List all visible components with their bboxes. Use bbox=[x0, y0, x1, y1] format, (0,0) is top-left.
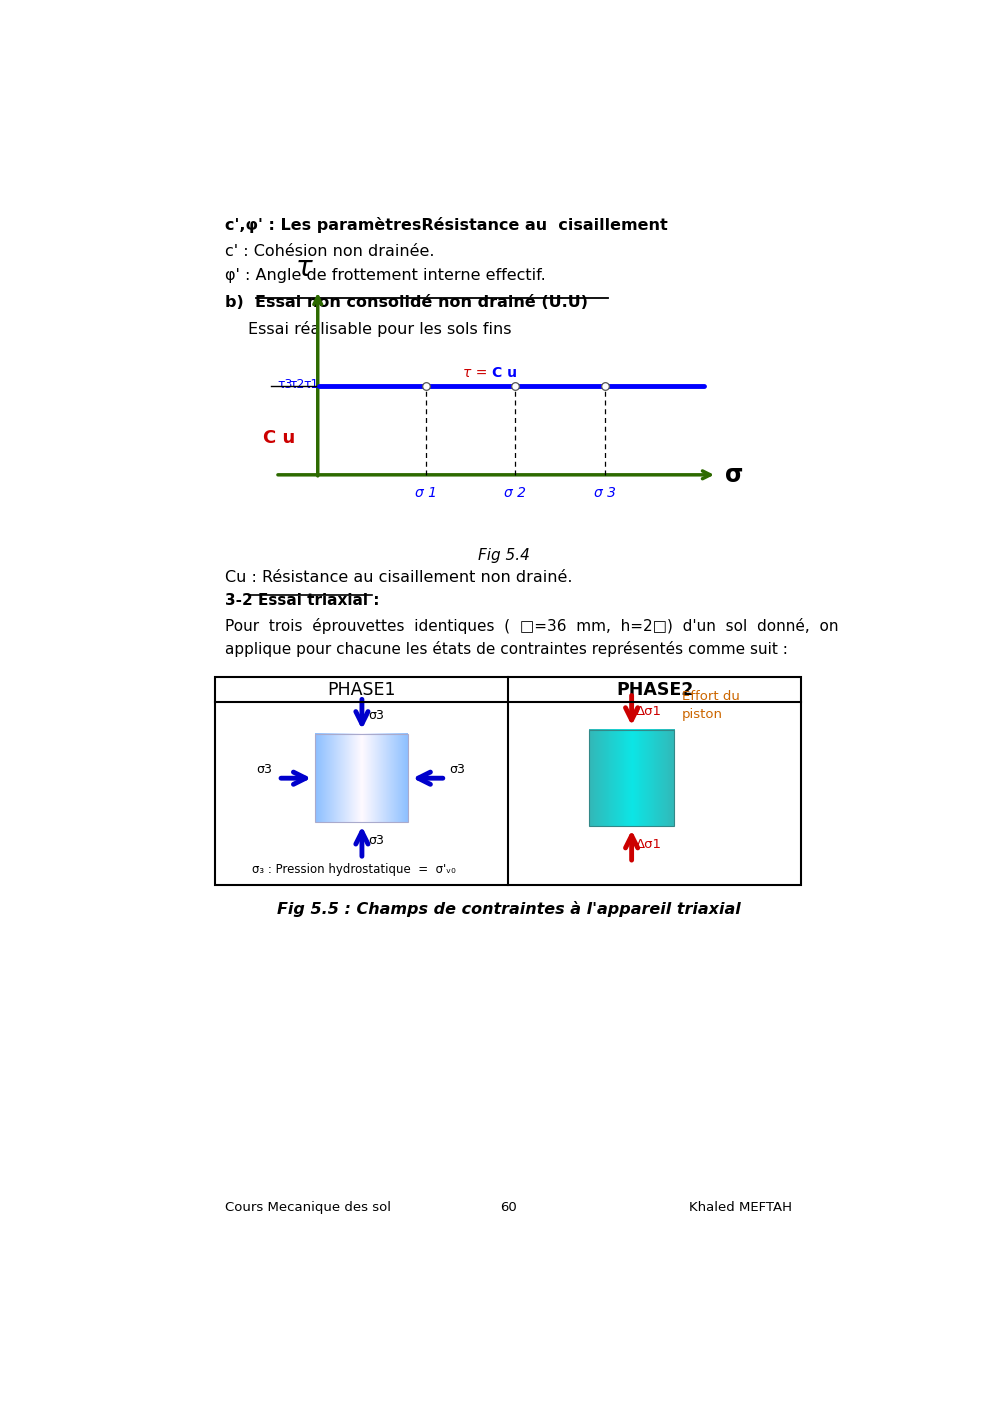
Bar bbox=[315, 734, 409, 822]
Text: 3-2 Essai triaxial :: 3-2 Essai triaxial : bbox=[225, 593, 379, 609]
Text: σ3: σ3 bbox=[256, 763, 272, 776]
Text: PHASE1: PHASE1 bbox=[327, 680, 396, 699]
Text: τ1: τ1 bbox=[304, 379, 319, 391]
Text: τ2: τ2 bbox=[290, 379, 306, 391]
Text: Fig 5.4: Fig 5.4 bbox=[478, 549, 530, 563]
Text: Effort du
piston: Effort du piston bbox=[682, 689, 740, 721]
Text: Pour  trois  éprouvettes  identiques  (  □=36  mm,  h=2□)  d'un  sol  donné,  on: Pour trois éprouvettes identiques ( □=36… bbox=[225, 619, 838, 634]
Text: Cours Mecanique des sol: Cours Mecanique des sol bbox=[225, 1201, 391, 1214]
Text: c' : Cohésion non drainée.: c' : Cohésion non drainée. bbox=[225, 244, 434, 258]
Text: τ: τ bbox=[296, 254, 312, 282]
Bar bbox=[215, 678, 802, 885]
Text: PHASE2: PHASE2 bbox=[616, 680, 693, 699]
Text: C u: C u bbox=[492, 366, 517, 380]
Text: τ =: τ = bbox=[463, 366, 492, 380]
Text: σ 3: σ 3 bbox=[593, 485, 615, 499]
Text: 60: 60 bbox=[500, 1201, 517, 1214]
Text: φ' : Angle de frottement interne effectif.: φ' : Angle de frottement interne effecti… bbox=[225, 268, 546, 283]
Text: σ3: σ3 bbox=[368, 833, 384, 847]
Text: b)  Essai non consolidé non drainé (U.U): b) Essai non consolidé non drainé (U.U) bbox=[225, 296, 587, 310]
Text: σ₃ : Pression hydrostatique  =  σ'ᵥ₀: σ₃ : Pression hydrostatique = σ'ᵥ₀ bbox=[252, 863, 456, 877]
Text: Cu : Résistance au cisaillement non drainé.: Cu : Résistance au cisaillement non drai… bbox=[225, 570, 572, 585]
Text: Essai réalisable pour les sols fins: Essai réalisable pour les sols fins bbox=[248, 321, 512, 337]
Text: Fig 5.5 : Champs de contraintes à l'appareil triaxial: Fig 5.5 : Champs de contraintes à l'appa… bbox=[277, 901, 740, 916]
Text: σ 1: σ 1 bbox=[416, 485, 437, 499]
Bar bbox=[589, 730, 675, 826]
Text: σ 2: σ 2 bbox=[504, 485, 527, 499]
Text: applique pour chacune les états de contraintes représentés comme suit :: applique pour chacune les états de contr… bbox=[225, 641, 788, 657]
Text: τ3: τ3 bbox=[278, 379, 293, 391]
Text: σ: σ bbox=[724, 463, 743, 487]
Text: σ3: σ3 bbox=[449, 763, 465, 776]
Text: Khaled MEFTAH: Khaled MEFTAH bbox=[689, 1201, 792, 1214]
Text: c',φ' : Les paramètresRésistance au  cisaillement: c',φ' : Les paramètresRésistance au cisa… bbox=[225, 217, 668, 233]
Text: Δσ1: Δσ1 bbox=[636, 838, 663, 852]
Text: Δσ1: Δσ1 bbox=[636, 704, 663, 718]
Text: C u: C u bbox=[263, 429, 296, 446]
Text: σ3: σ3 bbox=[368, 709, 384, 721]
